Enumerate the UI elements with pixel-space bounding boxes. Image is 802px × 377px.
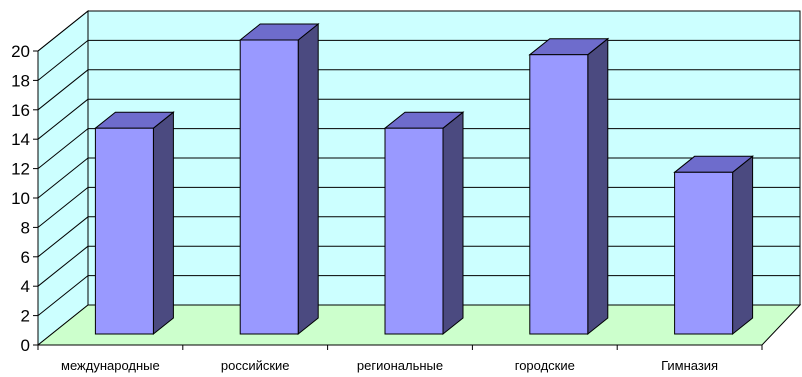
x-tick-label: региональные [357,358,443,373]
bar-side [297,22,319,336]
bar [673,155,755,336]
gridline-side [37,128,89,169]
bar-front [384,127,444,335]
y-tick-label: 4 [21,277,30,296]
y-tick-label: 6 [21,248,30,267]
bar-front [239,39,299,335]
bar-side [732,155,754,336]
x-tick-label: городские [515,358,575,373]
x-tick-label: российские [221,358,290,373]
chart-bars [93,22,755,336]
bar [93,111,175,336]
y-tick-label: 12 [11,160,30,179]
gridline-side [37,245,89,287]
bar-side [587,37,609,336]
y-tick-label: 8 [21,218,30,237]
gridline-side [37,187,89,228]
gridline-side [37,98,89,140]
bar-front [94,127,154,335]
y-tick-label: 16 [11,101,30,120]
x-tick-label: международные [61,358,160,373]
y-tick-label: 14 [11,130,30,149]
bar [238,22,320,336]
y-tick-label: 20 [11,42,30,61]
bar-front [674,171,734,335]
bar-side [442,111,464,336]
gridline-side [37,216,89,258]
chart-axes [33,50,763,350]
y-tick-label: 10 [11,189,30,208]
y-tick-label: 18 [11,71,30,90]
y-tick-label: 0 [21,336,30,355]
gridline-side [37,10,89,52]
gridline-side [37,40,89,81]
bar [528,37,610,336]
gridline-side [37,157,89,199]
x-tick-label: Гимназия [661,358,718,373]
y-tick-label: 2 [21,307,30,326]
gridline-side [37,69,89,111]
bar-side [152,111,174,336]
bar-front [529,54,589,335]
gridline-side [37,275,89,316]
bar [383,111,465,336]
chart-labels: 0 2 4 6 8 10 12 14 16 18 20 международные российские… [11,42,718,373]
